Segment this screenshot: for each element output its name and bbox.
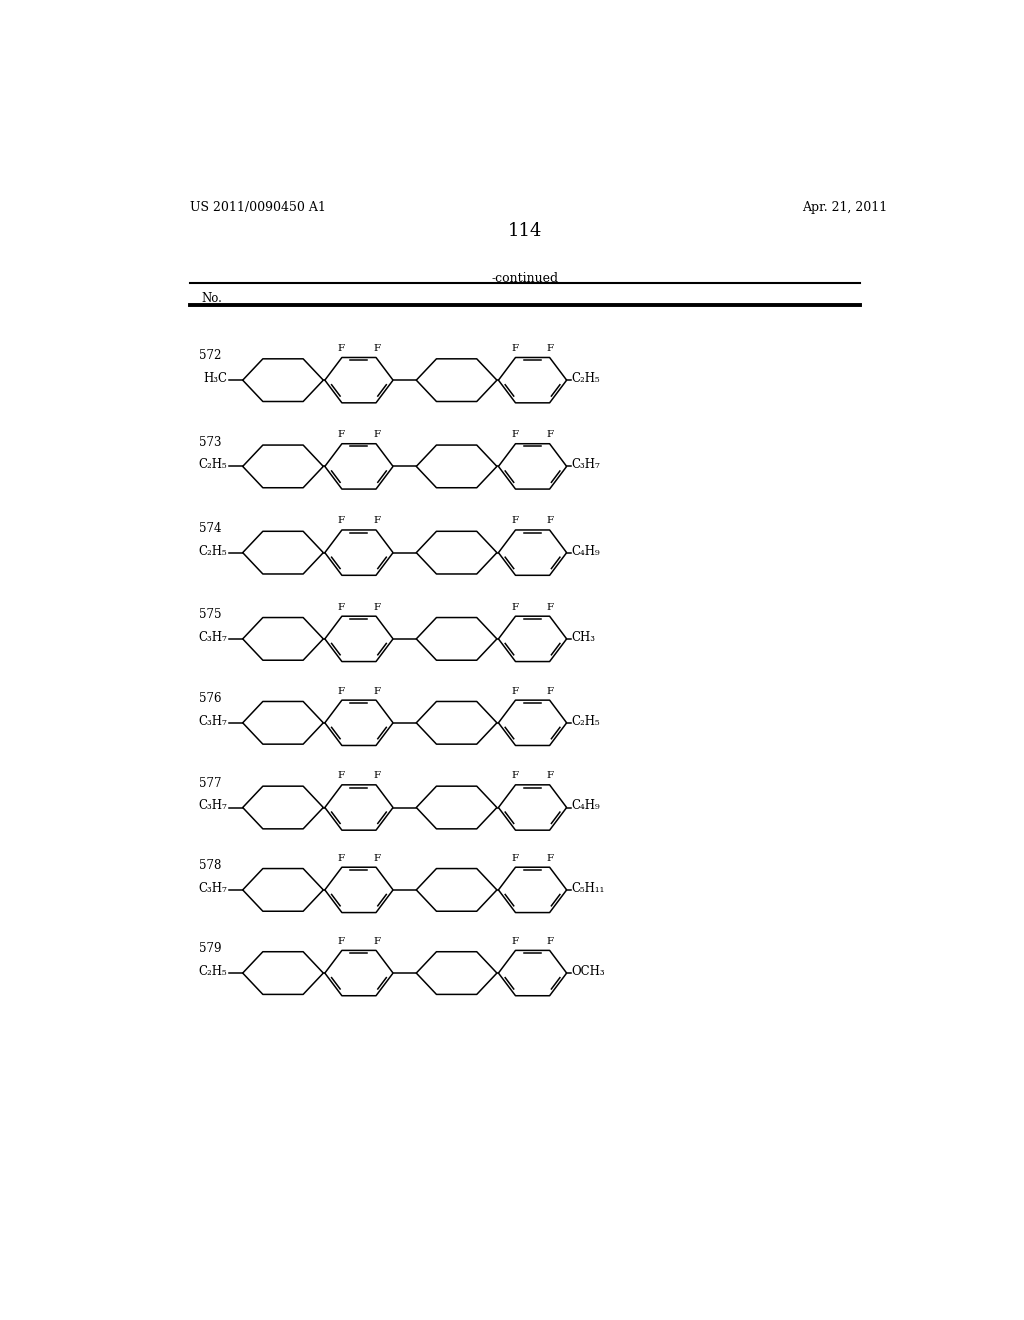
Text: C₂H₅: C₂H₅ xyxy=(199,458,227,471)
Text: F: F xyxy=(547,430,554,440)
Text: 572: 572 xyxy=(200,350,221,363)
Text: C₂H₅: C₂H₅ xyxy=(199,965,227,978)
Text: F: F xyxy=(547,854,554,862)
Text: F: F xyxy=(373,345,380,352)
Text: F: F xyxy=(511,854,518,862)
Text: C₅H₁₁: C₅H₁₁ xyxy=(571,882,605,895)
Text: F: F xyxy=(511,937,518,945)
Text: F: F xyxy=(373,937,380,945)
Text: No.: No. xyxy=(202,293,222,305)
Text: F: F xyxy=(373,516,380,525)
Text: C₃H₇: C₃H₇ xyxy=(199,882,227,895)
Text: F: F xyxy=(373,430,380,440)
Text: F: F xyxy=(338,937,345,945)
Text: F: F xyxy=(373,854,380,862)
Text: C₄H₉: C₄H₉ xyxy=(571,545,600,557)
Text: 114: 114 xyxy=(508,222,542,239)
Text: 574: 574 xyxy=(200,521,222,535)
Text: C₂H₅: C₂H₅ xyxy=(571,714,600,727)
Text: F: F xyxy=(547,345,554,352)
Text: F: F xyxy=(338,516,345,525)
Text: F: F xyxy=(511,771,518,780)
Text: F: F xyxy=(338,686,345,696)
Text: C₃H₇: C₃H₇ xyxy=(199,714,227,727)
Text: C₂H₅: C₂H₅ xyxy=(199,545,227,557)
Text: F: F xyxy=(338,771,345,780)
Text: 577: 577 xyxy=(200,776,222,789)
Text: C₃H₇: C₃H₇ xyxy=(199,800,227,813)
Text: OCH₃: OCH₃ xyxy=(571,965,605,978)
Text: F: F xyxy=(547,771,554,780)
Text: F: F xyxy=(338,603,345,611)
Text: F: F xyxy=(511,430,518,440)
Text: F: F xyxy=(511,516,518,525)
Text: F: F xyxy=(547,603,554,611)
Text: 575: 575 xyxy=(200,609,222,622)
Text: F: F xyxy=(338,430,345,440)
Text: C₂H₅: C₂H₅ xyxy=(571,372,600,385)
Text: 578: 578 xyxy=(200,859,221,873)
Text: F: F xyxy=(511,603,518,611)
Text: F: F xyxy=(547,516,554,525)
Text: C₃H₇: C₃H₇ xyxy=(199,631,227,644)
Text: F: F xyxy=(511,345,518,352)
Text: F: F xyxy=(511,686,518,696)
Text: F: F xyxy=(547,686,554,696)
Text: C₄H₉: C₄H₉ xyxy=(571,800,600,813)
Text: CH₃: CH₃ xyxy=(571,631,595,644)
Text: F: F xyxy=(373,771,380,780)
Text: US 2011/0090450 A1: US 2011/0090450 A1 xyxy=(190,201,326,214)
Text: -continued: -continued xyxy=(492,272,558,285)
Text: F: F xyxy=(373,686,380,696)
Text: 576: 576 xyxy=(200,692,222,705)
Text: C₃H₇: C₃H₇ xyxy=(571,458,600,471)
Text: 573: 573 xyxy=(200,436,222,449)
Text: 579: 579 xyxy=(200,942,222,956)
Text: F: F xyxy=(373,603,380,611)
Text: F: F xyxy=(338,854,345,862)
Text: F: F xyxy=(338,345,345,352)
Text: H₃C: H₃C xyxy=(203,372,227,385)
Text: Apr. 21, 2011: Apr. 21, 2011 xyxy=(802,201,888,214)
Text: F: F xyxy=(547,937,554,945)
